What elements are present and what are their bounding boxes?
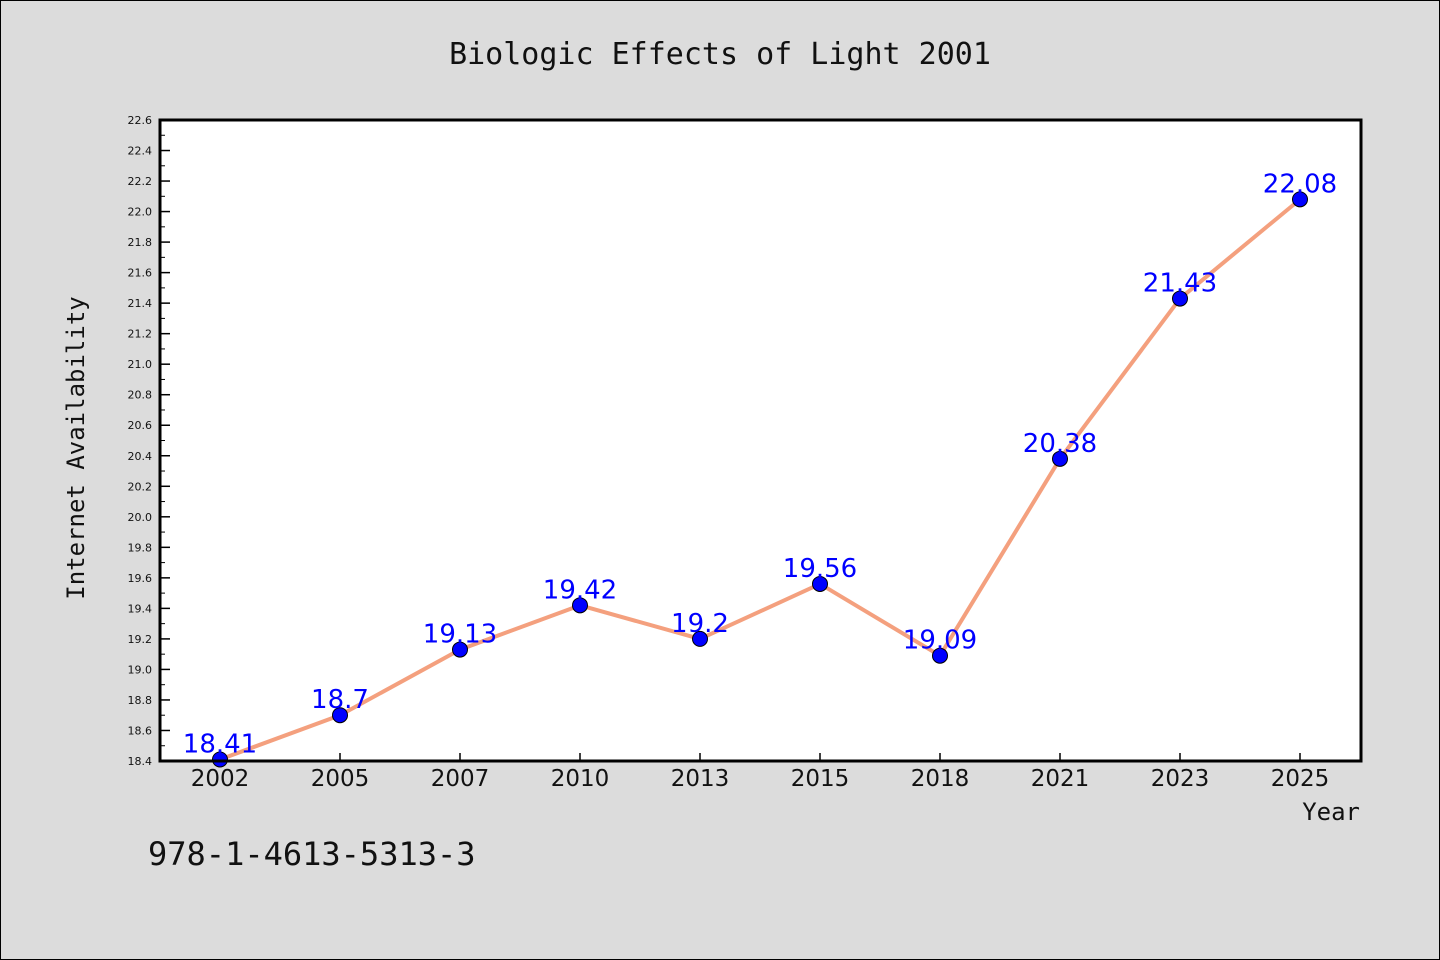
plot-area bbox=[160, 120, 1361, 761]
x-tick-label: 2021 bbox=[1031, 766, 1090, 792]
y-tick-label: 20.6 bbox=[128, 419, 153, 432]
x-tick-label: 2015 bbox=[791, 766, 850, 792]
x-axis-label: Year bbox=[1302, 798, 1360, 826]
y-tick-label: 19.0 bbox=[128, 663, 153, 676]
data-point bbox=[212, 751, 228, 768]
y-tick-label: 21.2 bbox=[128, 328, 153, 341]
data-point bbox=[332, 707, 348, 724]
series-line-group bbox=[212, 191, 1308, 768]
data-point bbox=[572, 597, 588, 614]
y-tick-label: 21.6 bbox=[128, 267, 153, 280]
data-label: 19.09 bbox=[903, 626, 977, 656]
data-point bbox=[1052, 450, 1068, 467]
data-label: 22.08 bbox=[1263, 169, 1337, 199]
y-tick-label: 18.4 bbox=[128, 755, 153, 768]
plot-border bbox=[158, 118, 1363, 763]
data-label: 19.42 bbox=[543, 575, 617, 605]
y-tick-label: 22.6 bbox=[128, 114, 153, 127]
data-point bbox=[452, 641, 468, 658]
x-tick-label: 2023 bbox=[1151, 766, 1210, 792]
data-label: 18.41 bbox=[183, 729, 257, 759]
data-point bbox=[1292, 191, 1308, 208]
data-label: 19.56 bbox=[783, 554, 857, 584]
y-tick-label: 22.4 bbox=[128, 145, 153, 158]
y-axis-label: Internet Availability bbox=[62, 296, 90, 599]
x-axis: 2002 2005 2007 2010 2013 2015 2018 2021 2023 2025 bbox=[191, 753, 1330, 792]
isbn-text: 978-1-4613-5313-3 bbox=[148, 835, 476, 873]
x-tick-label: 2010 bbox=[551, 766, 610, 792]
y-tick-label: 18.8 bbox=[128, 694, 153, 707]
data-point bbox=[812, 575, 828, 592]
y-tick-label: 22.2 bbox=[128, 175, 153, 188]
x-tick-label: 2005 bbox=[311, 766, 370, 792]
y-tick-label: 19.8 bbox=[128, 541, 153, 554]
chart-title: Biologic Effects of Light 2001 bbox=[449, 37, 991, 72]
y-tick-label: 20.2 bbox=[128, 480, 153, 493]
data-point bbox=[692, 630, 708, 647]
y-tick-label: 20.4 bbox=[128, 450, 153, 463]
y-tick-label: 21.4 bbox=[128, 297, 153, 310]
y-tick-label: 21.0 bbox=[128, 358, 153, 371]
y-tick-label: 19.4 bbox=[128, 602, 153, 615]
y-tick-label: 20.0 bbox=[128, 511, 153, 524]
y-tick-label: 19.6 bbox=[128, 572, 153, 585]
x-tick-label: 2007 bbox=[431, 766, 490, 792]
x-tick-label: 2025 bbox=[1271, 766, 1330, 792]
y-tick-label: 22.0 bbox=[128, 206, 153, 219]
data-label: 18.7 bbox=[311, 685, 369, 715]
data-label: 19.13 bbox=[423, 620, 497, 650]
data-point bbox=[1172, 290, 1188, 307]
data-label: 19.2 bbox=[671, 609, 729, 639]
x-tick-label: 2018 bbox=[911, 766, 970, 792]
y-axis: 18.4 18.6 18.8 19.0 19.2 19.4 19.6 19.8 20.0 20.2… bbox=[128, 114, 170, 768]
x-tick-label: 2013 bbox=[671, 766, 730, 792]
data-label: 20.38 bbox=[1023, 429, 1097, 459]
data-label-group: 18.41 18.7 19.13 19.42 19.2 19.56 19.09 20.38 21… bbox=[183, 169, 1337, 759]
y-tick-label: 21.8 bbox=[128, 236, 153, 249]
data-label: 21.43 bbox=[1143, 269, 1217, 299]
series-line bbox=[219, 197, 1302, 762]
y-tick-label: 19.2 bbox=[128, 633, 153, 646]
y-tick-label: 20.8 bbox=[128, 389, 153, 402]
data-point bbox=[932, 647, 948, 664]
x-tick-label: 2002 bbox=[191, 766, 250, 792]
y-tick-label: 18.6 bbox=[128, 724, 153, 737]
